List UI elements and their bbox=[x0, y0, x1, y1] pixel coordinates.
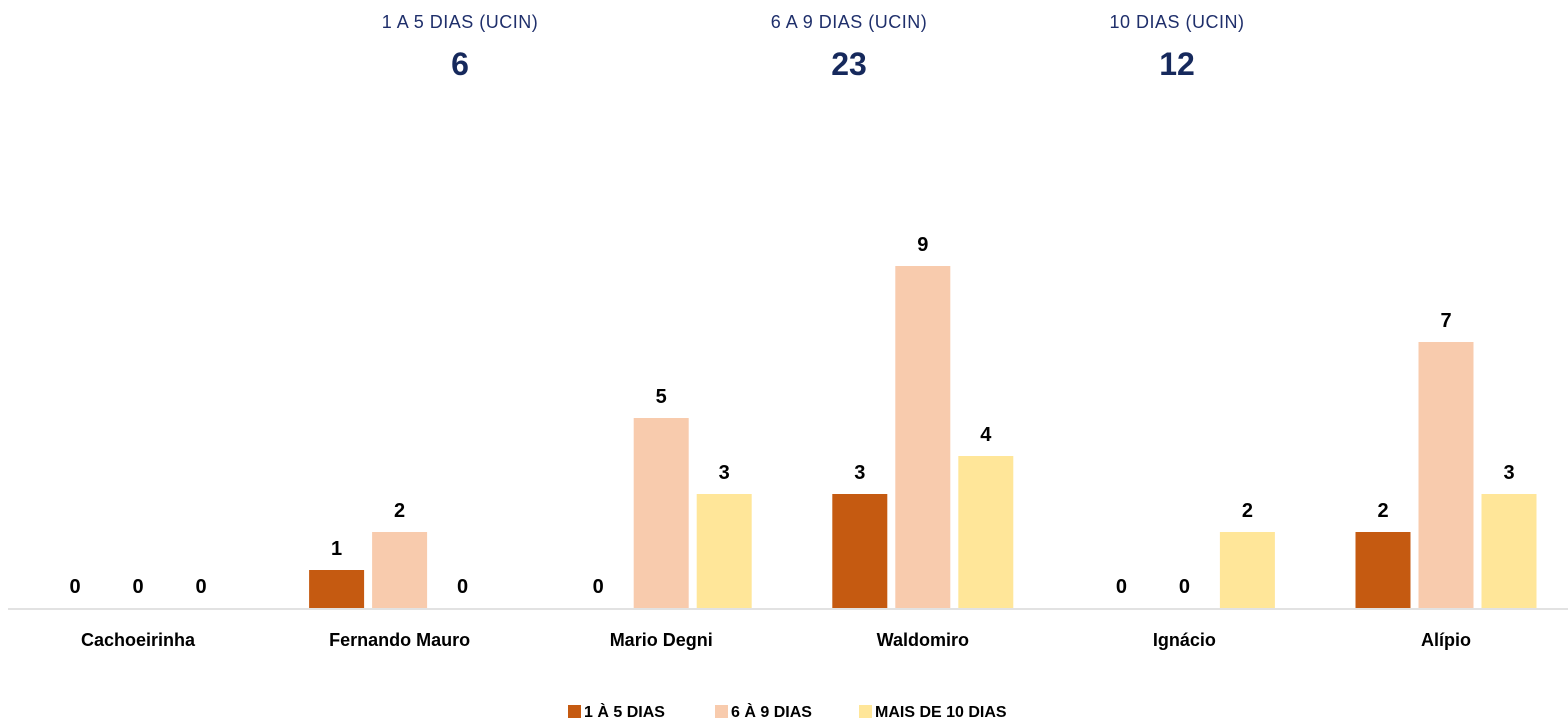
bar-waldomiro-s1 bbox=[895, 266, 951, 608]
bar-alípio-s2 bbox=[1481, 494, 1537, 608]
bar-waldomiro-s2 bbox=[958, 456, 1014, 608]
bar-ignácio-s2 bbox=[1219, 532, 1275, 608]
legend-swatch bbox=[568, 705, 581, 718]
kpi-1-a-5-dias: 1 A 5 DIAS (UCIN) 6 bbox=[340, 10, 580, 83]
category-label: Cachoeirinha bbox=[81, 630, 196, 650]
legend-swatch bbox=[859, 705, 872, 718]
value-label: 2 bbox=[394, 500, 405, 522]
category-label: Alípio bbox=[1421, 630, 1471, 650]
value-label: 3 bbox=[1503, 462, 1514, 484]
bar-fernando-mauro-s1 bbox=[372, 532, 428, 608]
kpi-10-dias: 10 DIAS (UCIN) 12 bbox=[1057, 10, 1297, 83]
bar-mario-degni-s1 bbox=[633, 418, 689, 608]
value-label: 0 bbox=[1179, 576, 1190, 598]
category-labels-group: Cachoeirinha Fernando Mauro Mario Degni Wal… bbox=[81, 630, 1471, 650]
value-label: 0 bbox=[1116, 576, 1127, 598]
category-label: Mario Degni bbox=[610, 630, 713, 650]
kpi-label: 10 DIAS (UCIN) bbox=[1109, 12, 1245, 32]
bar-waldomiro-s0 bbox=[832, 494, 888, 608]
value-label: 2 bbox=[1377, 500, 1388, 522]
bars-group bbox=[309, 266, 1537, 608]
value-label: 0 bbox=[195, 576, 206, 598]
category-label: Waldomiro bbox=[877, 630, 969, 650]
value-labels-group: 0 0 0 1 2 0 0 5 3 3 9 4 0 0 2 2 7 3 bbox=[69, 234, 1514, 598]
value-label: 2 bbox=[1242, 500, 1253, 522]
kpi-value: 12 bbox=[1159, 46, 1195, 82]
value-label: 3 bbox=[854, 462, 865, 484]
category-label: Ignácio bbox=[1153, 630, 1216, 650]
value-label: 0 bbox=[593, 576, 604, 598]
bar-alípio-s1 bbox=[1418, 342, 1474, 608]
value-label: 0 bbox=[132, 576, 143, 598]
kpi-6-a-9-dias: 6 A 9 DIAS (UCIN) 23 bbox=[729, 10, 969, 83]
value-label: 7 bbox=[1440, 310, 1451, 332]
value-label: 3 bbox=[719, 462, 730, 484]
value-label: 1 bbox=[331, 538, 342, 560]
legend-label: 6 À 9 DIAS bbox=[731, 702, 812, 721]
kpi-label: 6 A 9 DIAS (UCIN) bbox=[770, 12, 928, 32]
legend-swatch bbox=[715, 705, 728, 718]
bar-fernando-mauro-s0 bbox=[309, 570, 365, 608]
legend: 1 À 5 DIAS 6 À 9 DIAS MAIS DE 10 DIAS bbox=[568, 702, 1007, 721]
bar-alípio-s0 bbox=[1355, 532, 1411, 608]
value-label: 4 bbox=[980, 424, 992, 446]
kpi-value: 23 bbox=[831, 46, 867, 82]
value-label: 0 bbox=[457, 576, 468, 598]
value-label: 9 bbox=[917, 234, 928, 256]
value-label: 5 bbox=[656, 386, 667, 408]
category-label: Fernando Mauro bbox=[329, 630, 470, 650]
kpi-label: 1 A 5 DIAS (UCIN) bbox=[381, 12, 539, 32]
kpi-value: 6 bbox=[451, 46, 469, 82]
bar-mario-degni-s2 bbox=[696, 494, 752, 608]
value-label: 0 bbox=[69, 576, 80, 598]
legend-label: 1 À 5 DIAS bbox=[584, 702, 665, 721]
legend-label: MAIS DE 10 DIAS bbox=[875, 704, 1007, 721]
